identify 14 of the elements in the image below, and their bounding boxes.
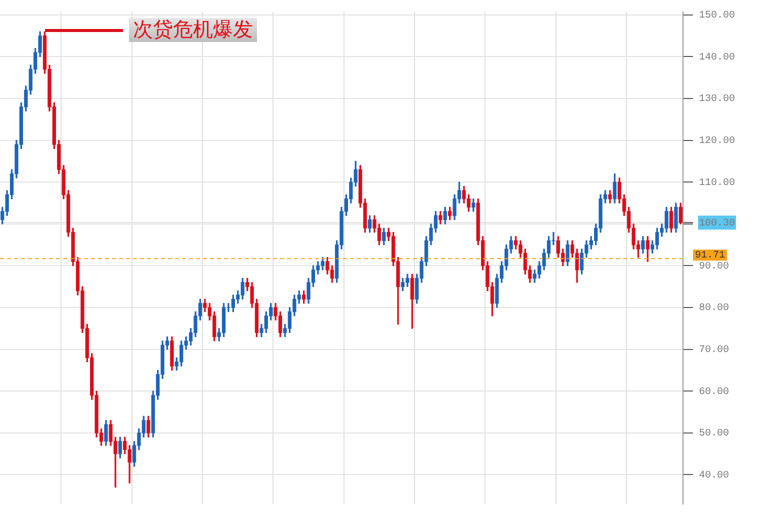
y-tick-label: 50.00 [699, 428, 730, 440]
ref-line-label: 91.71 [695, 250, 726, 262]
y-tick-label: 100.30 [699, 218, 736, 230]
y-tick-label: 150.00 [699, 10, 736, 22]
y-tick-label: 90.00 [699, 261, 730, 272]
y-tick-label: 130.00 [699, 94, 736, 106]
y-tick-label: 40.00 [699, 470, 730, 482]
y-tick-label: 70.00 [699, 344, 730, 356]
y-tick-label: 110.00 [699, 178, 736, 189]
y-tick-label: 140.00 [699, 52, 736, 64]
y-tick-label: 80.00 [699, 303, 730, 314]
y-tick-label: 60.00 [699, 386, 730, 398]
annotation: 次贷危机爆发 [129, 18, 257, 42]
y-tick-label: 120.00 [699, 136, 736, 147]
